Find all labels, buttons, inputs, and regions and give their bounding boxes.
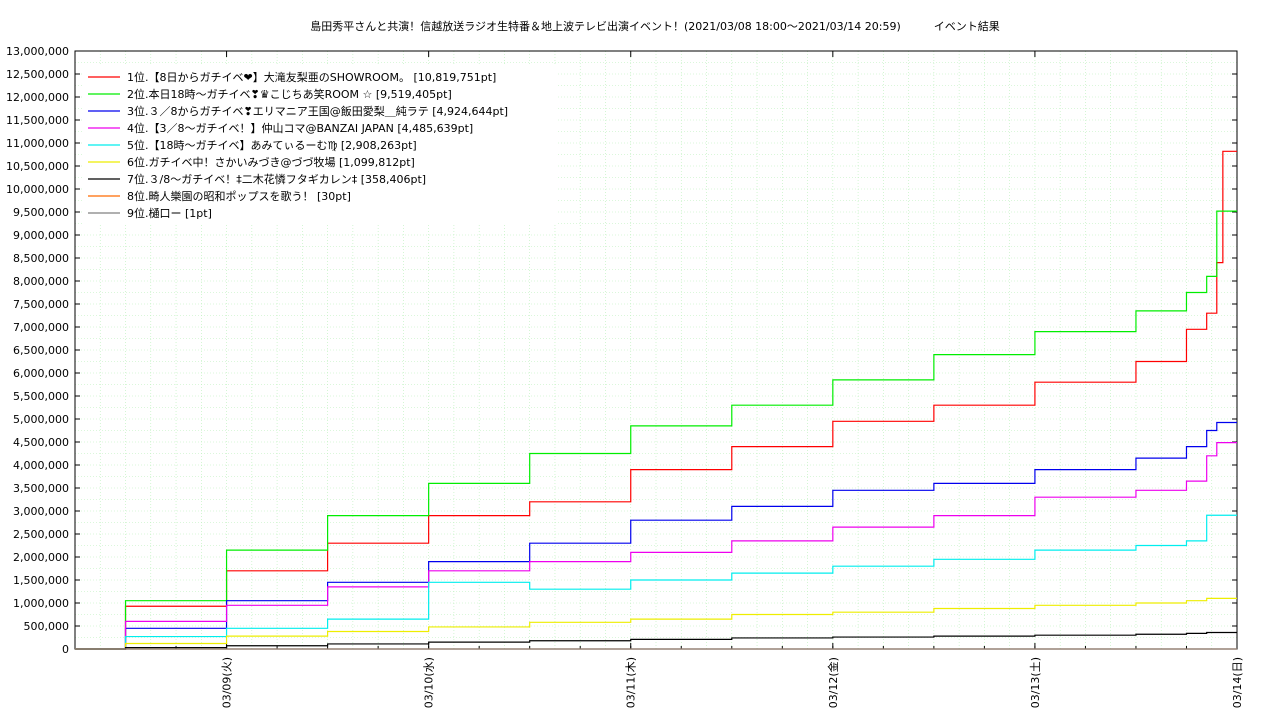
x-tick-label: 03/14(日) — [1231, 657, 1244, 708]
legend-entry: 6位.ガチイベ中！さかいみづき@づづ牧場 [1,099,812pt] — [127, 155, 415, 169]
series-line-2 — [75, 210, 1237, 650]
y-tick-label: 12,000,000 — [6, 91, 69, 104]
y-tick-label: 4,000,000 — [13, 459, 69, 472]
y-tick-label: 11,500,000 — [6, 114, 69, 127]
y-tick-label: 1,000,000 — [13, 597, 69, 610]
y-tick-label: 12,500,000 — [6, 68, 69, 81]
x-tick-label: 03/13(土) — [1029, 657, 1042, 708]
y-tick-label: 7,000,000 — [13, 321, 69, 334]
y-tick-label: 8,000,000 — [13, 275, 69, 288]
x-tick-label: 03/11(木) — [625, 657, 638, 708]
legend-entry: 4位.【3／8〜ガチイベ！】仲山コマ@BANZAI JAPAN [4,485,6… — [127, 121, 473, 135]
series-line-4 — [75, 442, 1237, 650]
y-tick-label: 10,000,000 — [6, 183, 69, 196]
legend-entry: 8位.畸人樂園の昭和ポップスを歌う！ [30pt] — [127, 189, 351, 203]
y-tick-label: 5,500,000 — [13, 390, 69, 403]
y-tick-label: 6,500,000 — [13, 344, 69, 357]
y-tick-label: 500,000 — [24, 620, 70, 633]
y-tick-label: 13,000,000 — [6, 45, 69, 58]
legend-entry: 9位.樋口ー [1pt] — [127, 206, 212, 220]
y-tick-label: 2,000,000 — [13, 551, 69, 564]
y-tick-label: 5,000,000 — [13, 413, 69, 426]
legend-entry: 1位.【8日からガチイベ❤】大滝友梨亜のSHOWROOM。 [10,819,75… — [127, 70, 496, 84]
series-line-7 — [75, 631, 1237, 650]
y-tick-label: 3,500,000 — [13, 482, 69, 495]
legend-entry: 3位.３／8からガチイベ❣エリマニア王国@飯田愛梨＿純ラテ [4,924,644… — [127, 104, 508, 118]
chart-title: 島田秀平さんと共演！信越放送ラジオ生特番＆地上波テレビ出演イベント！(2021/… — [310, 19, 1000, 33]
series-group — [75, 150, 1237, 650]
legend-entry: 5位.【18時〜ガチイベ】あみてぃるーむ♍ [2,908,263pt] — [127, 138, 417, 152]
y-axis: 0 500,000 1,000,000 1,500,000 2,000,000 2,500… — [6, 45, 1237, 656]
series-line-6 — [75, 597, 1237, 650]
y-tick-label: 11,000,000 — [6, 137, 69, 150]
y-tick-label: 2,500,000 — [13, 528, 69, 541]
y-tick-label: 3,000,000 — [13, 505, 69, 518]
y-tick-label: 9,000,000 — [13, 229, 69, 242]
x-tick-label: 03/10(水) — [423, 657, 436, 708]
grid — [75, 51, 1237, 649]
y-tick-label: 4,500,000 — [13, 436, 69, 449]
x-axis: 03/09(火) 03/10(水) 03/11(木) 03/12(金) 03/13(土)… — [125, 51, 1244, 708]
y-tick-label: 7,500,000 — [13, 298, 69, 311]
y-tick-label: 6,000,000 — [13, 367, 69, 380]
series-line-5 — [75, 514, 1237, 650]
y-tick-label: 1,500,000 — [13, 574, 69, 587]
y-tick-label: 9,500,000 — [13, 206, 69, 219]
y-tick-label: 8,500,000 — [13, 252, 69, 265]
legend-box — [82, 66, 557, 224]
y-tick-label: 0 — [62, 643, 69, 656]
y-tick-label: 10,500,000 — [6, 160, 69, 173]
legend: 1位.【8日からガチイベ❤】大滝友梨亜のSHOWROOM。 [10,819,75… — [82, 66, 557, 224]
legend-entry: 2位.本日18時〜ガチイベ❣♛こじちあ笑ROOM ☆ [9,519,405pt] — [127, 87, 452, 101]
series-line-1 — [75, 150, 1237, 650]
x-tick-label: 03/12(金) — [826, 657, 840, 708]
x-tick-label: 03/09(火) — [221, 657, 234, 708]
legend-entry: 7位.３/8〜ガチイベ！‡二木花憐フタギカレン‡ [358,406pt] — [127, 172, 426, 186]
